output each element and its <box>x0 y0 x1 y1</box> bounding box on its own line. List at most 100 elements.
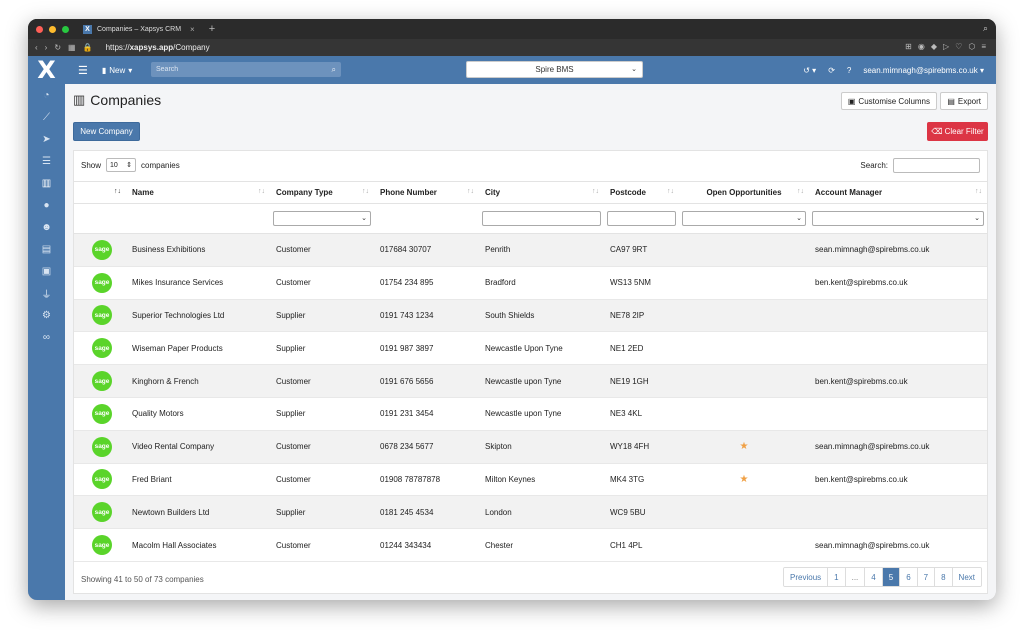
table-row[interactable]: sage Wiseman Paper Products Supplier 0191 9… <box>74 331 987 366</box>
building-icon[interactable]: ▥ <box>41 177 52 189</box>
page-length-select[interactable]: 10 ⇕ <box>106 158 137 172</box>
clear-filter-button[interactable]: ⌫ Clear Filter <box>927 122 988 141</box>
tabs-grid-icon[interactable]: ▦ <box>68 43 76 52</box>
plug-icon[interactable]: ⏚ <box>41 289 52 301</box>
table-row[interactable]: sage Video Rental Company Customer 0678 234… <box>74 430 987 464</box>
open-opportunities-filter-select[interactable]: ⌄ <box>682 211 806 226</box>
lightbulb-icon[interactable]: ● <box>43 199 50 211</box>
briefcase-icon[interactable]: ▣ <box>41 265 52 277</box>
paper-plane-icon[interactable]: ➤ <box>42 133 51 145</box>
column-header-name[interactable]: Name ↑↓ <box>126 181 270 204</box>
column-header-company-type[interactable]: Company Type ↑↓ <box>270 181 374 204</box>
column-header-postcode[interactable]: Postcode ↑↓ <box>604 181 679 204</box>
history-icon[interactable]: ↺ ▾ <box>803 65 817 75</box>
heart-icon[interactable]: ♡ <box>955 42 963 51</box>
column-header-open-opportunities[interactable]: Open Opportunities ↑↓ <box>679 181 809 204</box>
column-header-phone-number[interactable]: Phone Number ↑↓ <box>374 181 479 204</box>
browser-tab[interactable]: X Companies – Xapsys CRM × <box>83 24 195 34</box>
pagination-page[interactable]: 8 <box>935 568 953 586</box>
city-text: Skipton <box>485 442 512 452</box>
city-filter-input[interactable] <box>482 211 601 226</box>
star-icon: ★ <box>739 473 749 485</box>
hamburger-icon[interactable]: ☰ <box>78 64 88 77</box>
account-manager-text: sean.mimnagh@spirebms.co.uk <box>815 540 930 550</box>
new-menu-button[interactable]: ▮ New ▾ <box>102 66 132 75</box>
table-search-input[interactable] <box>893 158 980 173</box>
table-row[interactable]: sage Mikes Insurance Services Customer 0175… <box>74 266 987 300</box>
company-type-text: Customer <box>276 474 311 484</box>
account-manager-text: ben.kent@spirebms.co.uk <box>815 278 908 288</box>
column-header-city[interactable]: City ↑↓ <box>479 181 604 204</box>
tab-search-icon[interactable]: ⌕ <box>982 23 988 33</box>
refresh-icon[interactable]: ⟳ <box>828 65 835 75</box>
table-row[interactable]: sage Quality Motors Supplier 0191 231 3454 N… <box>74 397 987 431</box>
help-icon[interactable]: ? <box>846 65 852 75</box>
new-tab-icon[interactable]: + <box>208 23 216 35</box>
dashboard-icon[interactable]: ◔ <box>43 89 50 101</box>
table-row[interactable]: sage Business Exhibitions Customer 017684 3… <box>74 233 987 267</box>
new-company-button[interactable]: New Company <box>73 122 140 141</box>
table-row[interactable]: sage Kinghorn & French Customer 0191 676 56… <box>74 364 987 398</box>
camera-icon[interactable]: ◉ <box>917 42 925 51</box>
forward-icon[interactable]: › <box>44 43 48 52</box>
table-row[interactable]: sage Fred Briant Customer 01908 78787878 Mil… <box>74 463 987 497</box>
user-menu[interactable]: sean.mimnagh@spirebms.co.uk ▾ <box>863 66 984 75</box>
link-icon[interactable]: ∞ <box>42 331 51 343</box>
cogs-icon[interactable]: ⚙ <box>42 309 51 321</box>
company-type-filter-select[interactable]: ⌄ <box>273 211 371 226</box>
pagination-page[interactable]: 4 <box>865 568 883 586</box>
global-search-input[interactable]: Search ⌕ <box>151 62 341 77</box>
column-label: Open Opportunities <box>706 188 782 197</box>
minimize-window-button[interactable] <box>49 25 56 33</box>
company-name-text: Wiseman Paper Products <box>132 343 223 353</box>
customise-columns-button[interactable]: ▣ Customise Columns <box>840 92 937 110</box>
account-manager-cell: ben.kent@spirebms.co.uk <box>809 266 987 300</box>
pagination-page[interactable]: 5 <box>882 568 901 586</box>
pagination-page[interactable]: 1 <box>828 568 846 586</box>
cube-icon[interactable]: ⬡ <box>968 42 976 51</box>
phone-number-text: 0191 231 3454 <box>380 409 434 419</box>
city-cell: Newcastle upon Tyne <box>479 397 604 431</box>
back-icon[interactable]: ‹ <box>35 43 38 52</box>
filter-row: ⌄ ⌄ ⌄ <box>74 203 987 234</box>
phone-number-cell: 0191 987 3897 <box>374 331 479 366</box>
company-type-cell: Supplier <box>270 299 374 333</box>
export-button[interactable]: ▤ Export <box>940 92 988 110</box>
company-type-cell: Supplier <box>270 331 374 366</box>
pagination-page[interactable]: 6 <box>900 568 918 586</box>
postcode-cell: NE1 2ED <box>604 331 679 366</box>
list-icon[interactable]: ☰ <box>42 155 51 167</box>
table-row[interactable]: sage Macolm Hall Associates Customer 01244 … <box>74 528 987 562</box>
company-logo-cell: sage <box>74 397 126 431</box>
reload-icon[interactable]: ↻ <box>54 43 62 52</box>
tab-close-icon[interactable]: × <box>190 24 195 34</box>
pagination-next[interactable]: Next <box>952 568 981 586</box>
app-logo-icon[interactable]: X <box>37 56 56 84</box>
table-row[interactable]: sage Superior Technologies Ltd Supplier 019… <box>74 299 987 333</box>
postcode-filter-input[interactable] <box>607 211 676 226</box>
account-manager-filter-select[interactable]: ⌄ <box>812 211 984 226</box>
url-field[interactable]: https://xapsys.app/Company <box>106 43 210 52</box>
account-manager-cell: ben.kent@spirebms.co.uk <box>809 364 987 398</box>
chart-line-icon[interactable]: ⟋ <box>43 111 50 123</box>
extension-icon[interactable]: ⊞ <box>905 42 912 51</box>
shield-icon[interactable]: ◆ <box>930 42 938 51</box>
users-icon[interactable]: ☻ <box>41 221 52 233</box>
column-header-account-manager[interactable]: Account Manager ↑↓ <box>809 181 987 204</box>
phone-number-text: 01908 78787878 <box>380 474 441 484</box>
pagination-page[interactable]: 7 <box>917 568 936 586</box>
account-manager-cell: ben.kent@spirebms.co.uk <box>809 463 987 497</box>
company-name-cell: Wiseman Paper Products <box>126 331 270 366</box>
close-window-button[interactable] <box>36 25 43 33</box>
table-row[interactable]: sage Newtown Builders Ltd Supplier 0181 245… <box>74 495 987 530</box>
company-selector[interactable]: Spire BMS ⌄ <box>466 61 643 78</box>
pagination-previous[interactable]: Previous <box>784 568 829 586</box>
company-name-text: Macolm Hall Associates <box>132 540 217 550</box>
table-header-row: ↑↓ Name ↑↓ Company Type ↑↓ Phone Number ↑↓ … <box>74 181 987 204</box>
maximize-window-button[interactable] <box>62 25 69 33</box>
menu-icon[interactable]: ≡ <box>981 42 986 51</box>
play-icon[interactable]: ▷ <box>943 42 950 51</box>
file-icon: ▮ <box>101 65 107 75</box>
logo-column-header[interactable]: ↑↓ <box>74 181 126 204</box>
document-icon[interactable]: ▤ <box>41 243 52 255</box>
